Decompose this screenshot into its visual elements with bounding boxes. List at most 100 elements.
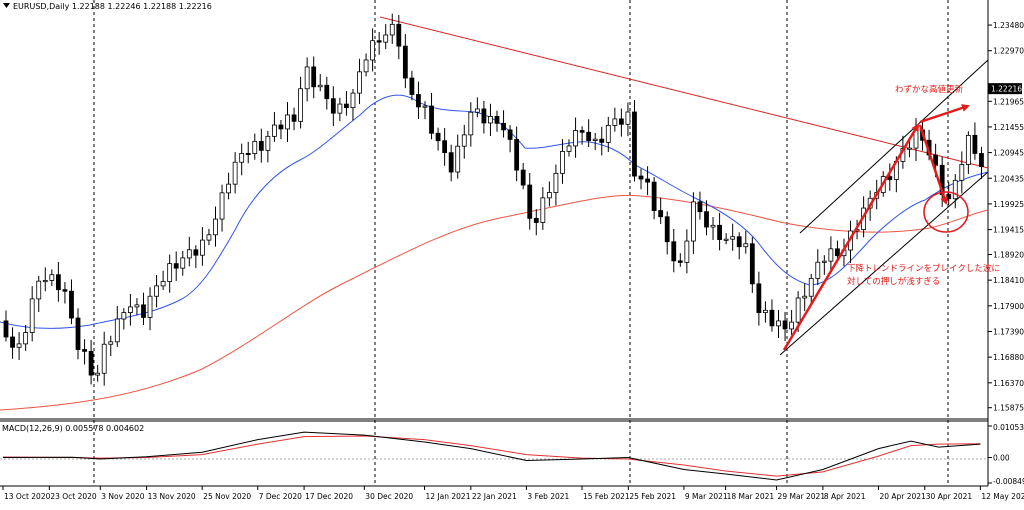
candle-body [835,248,840,257]
price-tick-label: 1.17900 [993,302,1024,311]
candle-body [29,298,35,333]
candle-body [769,309,775,327]
candle-body [186,249,192,259]
candle-body [232,161,238,185]
candle-body [337,103,343,114]
candle-body [49,274,55,281]
long-moving-average-line [0,194,989,411]
candle-body [979,153,984,167]
candle-body [933,154,939,166]
candle-body [278,124,284,130]
macd-tick-label: 0.00 [993,454,1010,463]
candle-body [671,241,677,262]
macd-tick-label: -0.008495 [993,477,1024,486]
candle-body [199,239,205,256]
candle-body [435,132,441,142]
candle-body [481,108,487,124]
candle-body [114,318,120,343]
date-tick-label: 3 Feb 2021 [527,492,569,501]
price-tick-label: 1.18920 [993,250,1024,259]
date-tick-label: 9 Mar 2021 [685,492,728,501]
candle-body [632,111,637,177]
date-tick-label: 20 Apr 2021 [879,492,926,501]
date-tick-label: 3 Nov 2020 [101,492,144,501]
date-tick-label: 12 Jan 2021 [426,492,471,501]
candle-body [62,289,68,292]
date-tick-label: 12 May 2021 [981,492,1024,501]
slight-new-high-note: わずかな高値更新 [895,84,964,95]
candle-body [134,304,140,308]
date-tick-label: 29 Mar 2021 [778,492,826,501]
candle-body [239,153,245,163]
candle-body [167,263,173,282]
impulse-arrow [782,123,920,351]
date-tick-label: 30 Apr 2021 [926,492,973,501]
shallow-pullback-circle [923,191,969,233]
candle-body [55,274,61,291]
candle-body [579,130,585,133]
candle-body [258,140,264,151]
candle-body [710,224,716,228]
candle-body [730,236,736,240]
candle-body [952,179,958,200]
candle-body [317,84,323,88]
candle-body [717,224,722,240]
date-tick-label: 13 Oct 2020 [4,492,51,501]
candle-body [946,194,952,200]
candle-body [455,145,461,173]
candle-body [69,290,74,319]
candle-body [789,321,794,330]
candle-body [488,116,493,124]
candle-body [42,280,48,283]
candle-body [389,23,395,36]
candle-body [160,281,166,287]
candle-body [795,297,801,323]
candle-body [206,234,212,241]
candle-body [677,260,683,263]
candle-body [141,304,146,318]
candle-body [691,201,696,242]
macd-info-label: MACD(12,26,9) 0.005578 0.004602 [2,424,144,433]
candle-body [121,312,127,320]
candle-body [357,71,362,94]
candle-body [304,66,310,90]
symbol-dropdown-icon[interactable] [3,3,10,8]
descending-trendline [379,16,989,169]
candle-body [429,105,434,134]
price-tick-label: 1.19415 [993,226,1024,235]
candle-body [501,122,506,131]
candle-body [344,103,349,109]
candle-body [625,111,631,125]
candle-body [402,45,408,79]
candle-body [363,59,369,73]
date-tick-label: 22 Jan 2021 [472,492,517,501]
candle-body [645,178,650,183]
pullback-arrow [918,124,948,205]
price-tick-label: 1.20945 [993,149,1024,158]
candle-body [828,248,834,262]
candle-body [507,129,513,140]
candle-body [723,238,729,241]
candle-body [907,147,912,150]
candle-body [180,257,186,269]
candle-body [324,84,330,100]
date-tick-label: 13 Nov 2020 [148,492,196,501]
candle-body [474,108,480,113]
candle-body [272,124,277,137]
date-tick-label: 7 Dec 2020 [259,492,302,501]
candle-body [664,216,670,243]
candle-body [10,336,15,348]
last-price-marker [988,83,1022,95]
candle-body [416,94,421,108]
candle-body [494,116,500,124]
date-tick-label: 25 Feb 2021 [629,492,676,501]
date-tick-label: 25 Nov 2020 [203,492,251,501]
candle-body [658,210,664,218]
candle-body [605,125,611,143]
candle-body [520,169,526,186]
candle-body [370,40,376,61]
price-tick-label: 1.17390 [993,327,1024,336]
